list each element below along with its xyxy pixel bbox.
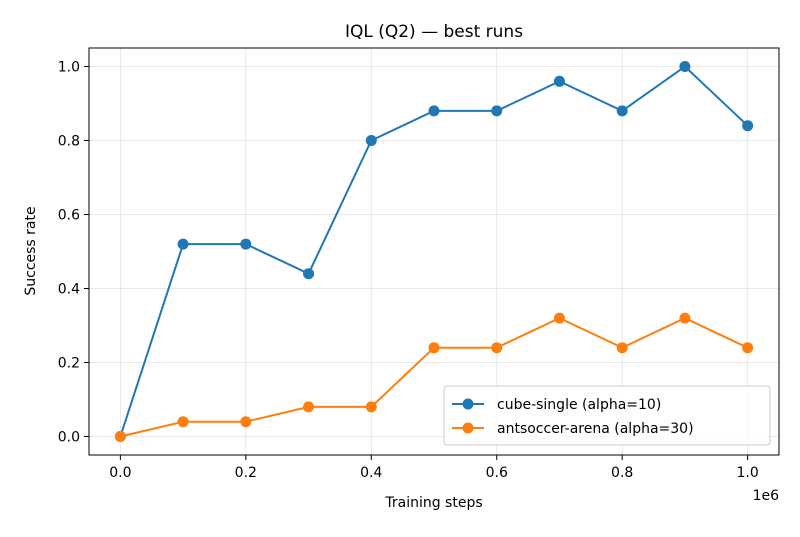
data-point xyxy=(491,342,503,354)
data-point xyxy=(679,61,691,72)
legend-marker-0 xyxy=(462,398,474,410)
y-tick-label: 0.2 xyxy=(58,356,80,372)
series-line-0 xyxy=(119,65,749,437)
legend-label-0: cube-single (alpha=10) xyxy=(497,397,661,413)
legend-label-1: antsoccer-arena (alpha=30) xyxy=(497,421,694,437)
y-tick-label: 1.0 xyxy=(58,60,80,76)
chart-title: IQL (Q2) — best runs xyxy=(345,22,523,42)
x-tick-label: 1.0 xyxy=(737,465,759,481)
data-point xyxy=(428,342,440,354)
data-point xyxy=(365,135,377,146)
data-point xyxy=(240,238,252,250)
data-point xyxy=(616,342,628,354)
data-point xyxy=(303,268,315,280)
data-point xyxy=(679,312,691,324)
data-point xyxy=(177,416,189,428)
grid xyxy=(89,48,779,455)
y-axis-label: Success rate xyxy=(23,206,39,295)
plot-frame xyxy=(88,47,780,456)
y-tick-label: 0.8 xyxy=(58,134,80,150)
data-point xyxy=(742,120,754,132)
data-point xyxy=(491,105,503,117)
data-point xyxy=(428,105,440,117)
x-axis-label: Training steps xyxy=(384,495,482,511)
y-tick-label: 0.6 xyxy=(58,208,80,224)
x-tick-label: 0.2 xyxy=(235,465,257,481)
data-point xyxy=(553,312,565,324)
data-point xyxy=(177,238,189,250)
legend-marker-1 xyxy=(462,422,474,434)
y-tick-label: 0.0 xyxy=(58,430,80,446)
ticks: 0.0 0.2 0.4 0.6 0.8 1.0 0.0 0.2 0.4 0.6 0.8 1.0 xyxy=(58,60,759,482)
x-tick-label: 0.4 xyxy=(360,465,382,481)
data-point xyxy=(240,416,252,428)
series-lines xyxy=(114,61,754,442)
legend-box xyxy=(443,385,771,446)
x-tick-label: 0.8 xyxy=(611,465,633,481)
data-point xyxy=(616,105,628,117)
x-tick-label: 0.0 xyxy=(109,465,131,481)
data-point xyxy=(553,75,565,87)
data-point xyxy=(114,431,126,442)
y-tick-label: 0.4 xyxy=(58,282,80,298)
data-point xyxy=(365,401,377,413)
x-tick-label: 0.6 xyxy=(486,465,508,481)
data-point xyxy=(742,342,754,354)
legend: cube-single (alpha=10) antsoccer-arena (a… xyxy=(443,385,771,446)
x-offset-label: 1e6 xyxy=(753,488,780,504)
data-point xyxy=(303,401,315,413)
